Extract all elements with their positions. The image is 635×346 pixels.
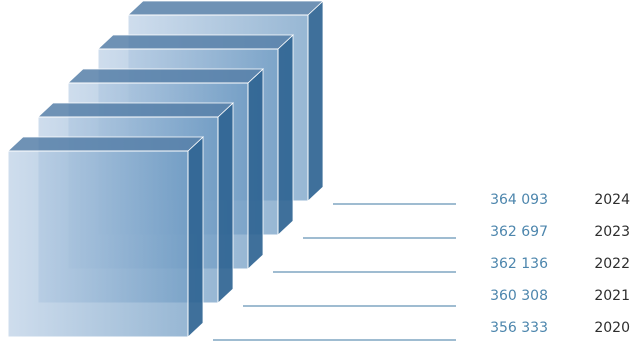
value-label-2022: 362 136 [490, 256, 548, 272]
year-label-2021: 2021 [594, 288, 630, 304]
cube-side-face [217, 102, 234, 304]
label-rows: 364 093 2024 362 697 2023 362 136 2022 360 308… [213, 192, 630, 341]
value-label-2024: 364 093 [490, 192, 548, 208]
year-label-2022: 2022 [594, 256, 630, 272]
cube-side-face [277, 34, 294, 236]
year-label-2024: 2024 [594, 192, 630, 208]
cube-front-face [7, 150, 189, 338]
cube-top-face [6, 136, 205, 152]
value-label-2023: 362 697 [490, 224, 548, 240]
value-label-2021: 360 308 [490, 288, 548, 304]
cube-top-face [96, 34, 295, 50]
cube-side-face [247, 68, 264, 270]
cube-side-face [307, 0, 324, 202]
value-label-2020: 356 333 [490, 320, 548, 336]
cube-top-face [66, 68, 265, 84]
cube-top-face [126, 0, 325, 16]
year-label-2020: 2020 [594, 320, 630, 336]
cube-2020 [6, 136, 205, 338]
cube-top-face [36, 102, 235, 118]
cube-stack [6, 0, 325, 338]
cube-side-face [187, 136, 204, 338]
year-label-2023: 2023 [594, 224, 630, 240]
